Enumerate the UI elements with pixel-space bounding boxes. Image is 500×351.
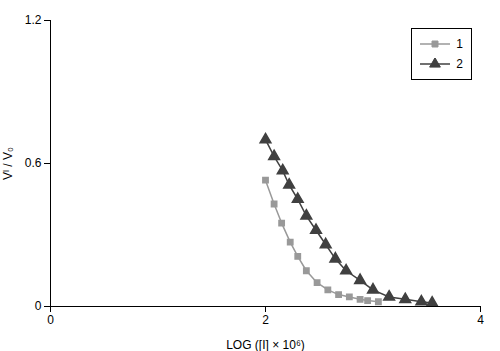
svg-text:0: 0 <box>47 313 54 327</box>
svg-text:1.2: 1.2 <box>25 13 42 27</box>
svg-text:0: 0 <box>35 299 42 313</box>
svg-text:4: 4 <box>477 313 484 327</box>
svg-text:2: 2 <box>262 313 269 327</box>
html-text:2: 2 <box>456 57 463 71</box>
html-text:1: 1 <box>456 37 463 51</box>
svg-text:Vᴵ / V₀: Vᴵ / V₀ <box>1 147 15 180</box>
svg-text:0.6: 0.6 <box>25 156 42 170</box>
svg-text:LOG ([I] × 10⁶): LOG ([I] × 10⁶) <box>226 338 305 351</box>
